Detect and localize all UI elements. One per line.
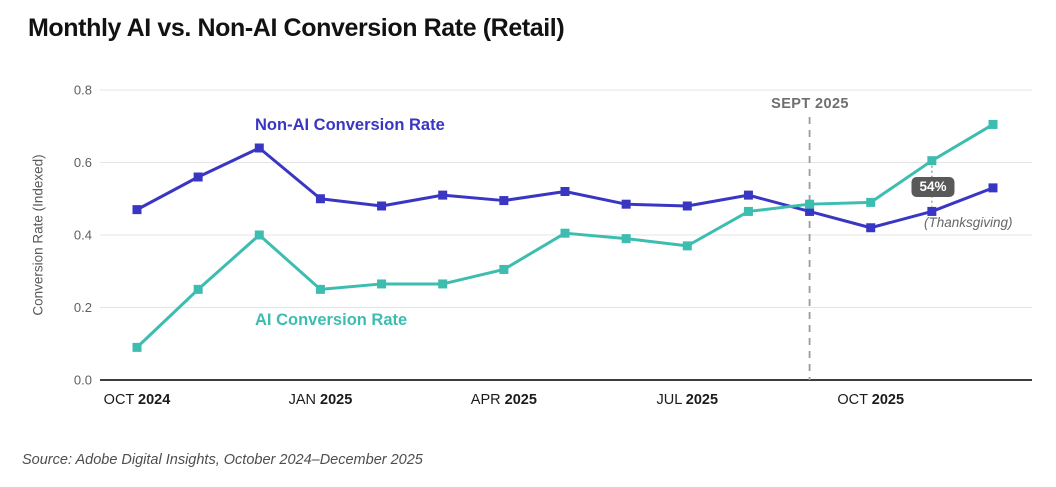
marker-non-ai (927, 206, 937, 216)
y-tick-label: 0.8 (74, 83, 92, 98)
marker-ai (743, 206, 753, 216)
marker-non-ai (132, 205, 142, 215)
marker-non-ai (193, 172, 203, 182)
marker-ai (315, 284, 325, 294)
value-badge: 54% (911, 177, 955, 197)
sept-2025-annotation: SEPT 2025 (771, 96, 849, 112)
marker-non-ai (988, 183, 998, 193)
marker-ai (621, 234, 631, 244)
legend-label-ai: AI Conversion Rate (255, 311, 408, 329)
marker-ai (560, 228, 570, 238)
marker-ai (254, 230, 264, 240)
marker-ai (499, 264, 509, 274)
y-tick-label: 0.2 (74, 300, 92, 315)
marker-non-ai (682, 201, 692, 211)
marker-non-ai (315, 194, 325, 204)
marker-ai (866, 197, 876, 207)
marker-ai (927, 156, 937, 166)
marker-non-ai (438, 190, 448, 200)
marker-non-ai (560, 187, 570, 196)
x-tick-label: JUL 2025 (657, 392, 719, 408)
marker-non-ai (805, 206, 815, 216)
x-tick-label: OCT 2024 (104, 392, 171, 408)
marker-ai (377, 279, 387, 289)
marker-non-ai (377, 201, 387, 211)
marker-non-ai (254, 143, 264, 153)
y-tick-label: 0.0 (74, 373, 92, 388)
marker-ai (988, 119, 998, 129)
x-tick-label: OCT 2025 (837, 392, 904, 408)
marker-non-ai (499, 196, 509, 206)
marker-ai (805, 199, 815, 209)
source-text: Source: Adobe Digital Insights, October … (22, 452, 423, 468)
thanksgiving-note: (Thanksgiving) (924, 215, 1013, 230)
x-tick-label: JAN 2025 (289, 392, 353, 408)
marker-ai (193, 284, 203, 294)
x-tick-label: APR 2025 (471, 392, 537, 408)
y-tick-label: 0.6 (74, 155, 92, 170)
legend-label-non-ai: Non-AI Conversion Rate (255, 116, 445, 134)
marker-non-ai (621, 199, 631, 209)
marker-ai (438, 279, 448, 289)
marker-non-ai (866, 223, 876, 233)
marker-non-ai (743, 190, 753, 200)
page-title: Monthly AI vs. Non-AI Conversion Rate (R… (28, 14, 565, 42)
marker-ai (682, 241, 692, 251)
y-tick-label: 0.4 (74, 228, 92, 243)
marker-ai (132, 342, 142, 352)
